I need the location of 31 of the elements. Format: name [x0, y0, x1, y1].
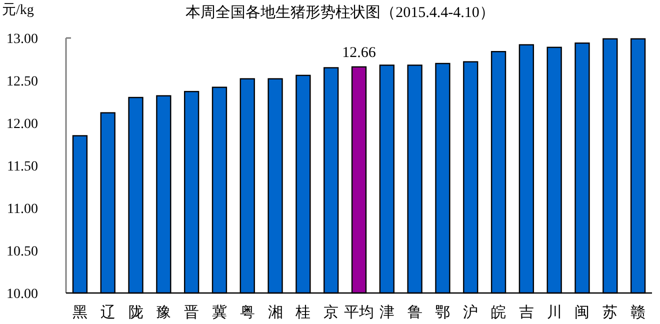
chart-title: 本周全国各地生猪形势柱状图（2015.4.4-4.10）	[186, 4, 494, 21]
y-tick-label: 10.50	[6, 244, 38, 260]
y-tick-label: 11.50	[7, 160, 38, 174]
x-tick-label: 京	[324, 304, 339, 321]
x-tick-label: 闽	[574, 304, 590, 321]
x-tick-label: 赣	[630, 304, 646, 321]
x-tick-label: 黑	[72, 305, 88, 321]
x-tick-label: 吉	[518, 304, 534, 321]
x-tick-label: 鄂	[435, 305, 450, 321]
x-tick-label: 晋	[184, 305, 200, 321]
x-tick-label: 平均	[344, 304, 374, 321]
x-tick-label: 湘	[268, 304, 283, 321]
x-tick-label: 皖	[491, 304, 506, 321]
y-tick-label: 10.00	[6, 287, 38, 302]
x-tick-label: 粤	[240, 304, 255, 321]
y-tick-label: 12.00	[6, 117, 38, 132]
x-tick-label: 辽	[100, 304, 116, 321]
x-tick-label: 冀	[212, 304, 227, 321]
x-tick-label: 沪	[463, 304, 478, 321]
y-tick-label: 12.50	[6, 74, 38, 90]
x-tick-label: 川	[546, 304, 562, 321]
data-label: 12.66	[342, 44, 376, 61]
x-tick-label: 苏	[602, 304, 618, 321]
x-tick-label: 豫	[156, 304, 172, 321]
x-tick-label: 桂	[294, 304, 311, 321]
x-tick-label: 鲁	[407, 304, 422, 321]
y-axis-title: 元/kg	[2, 3, 34, 18]
y-tick-label: 11.00	[7, 202, 38, 217]
x-tick-label: 津	[379, 304, 394, 321]
x-tick-label: 陇	[128, 305, 144, 321]
y-tick-label: 13.00	[6, 32, 38, 47]
